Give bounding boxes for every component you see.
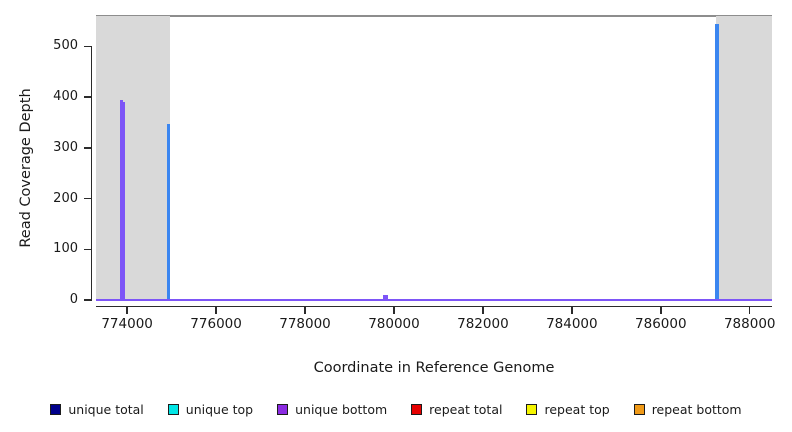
legend-item: repeat bottom (633, 401, 742, 417)
legend-item: unique bottom (277, 402, 387, 417)
legend-item: repeat top (526, 401, 610, 417)
legend-label: unique top (185, 401, 254, 417)
y-tick-label: 100 (53, 241, 78, 257)
coverage-peak (715, 23, 720, 300)
coverage-peak (166, 123, 171, 300)
x-tick-label: 774000 (101, 316, 153, 332)
x-tick (215, 306, 217, 314)
legend-label: unique bottom (295, 401, 388, 417)
legend-label: unique total (68, 401, 144, 417)
x-tick (749, 306, 751, 314)
x-tick (571, 306, 573, 314)
x-axis-title: Coordinate in Reference Genome (313, 360, 555, 376)
x-tick (126, 306, 128, 314)
legend-label: repeat bottom (651, 401, 742, 417)
shaded-region (96, 16, 170, 300)
y-tick-label: 300 (53, 139, 78, 155)
plot-area (96, 16, 772, 300)
x-tick-label: 778000 (279, 316, 331, 332)
y-tick (84, 197, 92, 200)
y-tick-label: 500 (53, 38, 78, 54)
coverage-peak (120, 99, 124, 300)
y-tick (84, 299, 92, 301)
y-tick-label: 200 (53, 190, 78, 206)
legend-swatch-icon (633, 403, 645, 415)
legend-item: unique top (167, 401, 254, 417)
y-axis-title: Read Coverage Depth (18, 88, 34, 248)
y-tick (84, 147, 92, 149)
legend-item: unique total (50, 401, 144, 417)
x-tick-label: 780000 (368, 316, 420, 332)
y-tick-label: 0 (69, 292, 78, 307)
x-tick (304, 306, 306, 314)
x-tick-label: 786000 (635, 316, 687, 332)
legend-swatch-icon (50, 403, 62, 415)
chart-legend: unique total unique top unique bottom repea… (0, 398, 792, 420)
x-tick (482, 306, 484, 314)
legend-swatch-icon (277, 403, 289, 415)
y-tick (84, 96, 92, 98)
x-axis-line (96, 306, 772, 308)
y-axis-line (91, 47, 93, 300)
legend-label: repeat top (544, 401, 610, 417)
coverage-peak (123, 102, 126, 300)
x-tick-label: 788000 (723, 316, 776, 332)
x-tick (660, 306, 662, 314)
y-tick (84, 45, 92, 48)
x-tick (393, 306, 395, 314)
legend-item: repeat total (411, 402, 502, 417)
coverage-peak (382, 295, 388, 300)
legend-swatch-icon (167, 403, 179, 415)
legend-swatch-icon (411, 403, 423, 415)
y-tick-label: 400 (53, 89, 78, 105)
coverage-baseline (96, 299, 772, 301)
shaded-region (716, 16, 772, 300)
x-tick-label: 776000 (190, 316, 242, 332)
legend-label: repeat total (429, 401, 503, 417)
plot-top-rule (96, 15, 772, 17)
x-tick-label: 782000 (457, 316, 509, 332)
legend-swatch-icon (526, 403, 538, 415)
y-tick (84, 248, 92, 250)
x-tick-label: 784000 (546, 316, 598, 332)
